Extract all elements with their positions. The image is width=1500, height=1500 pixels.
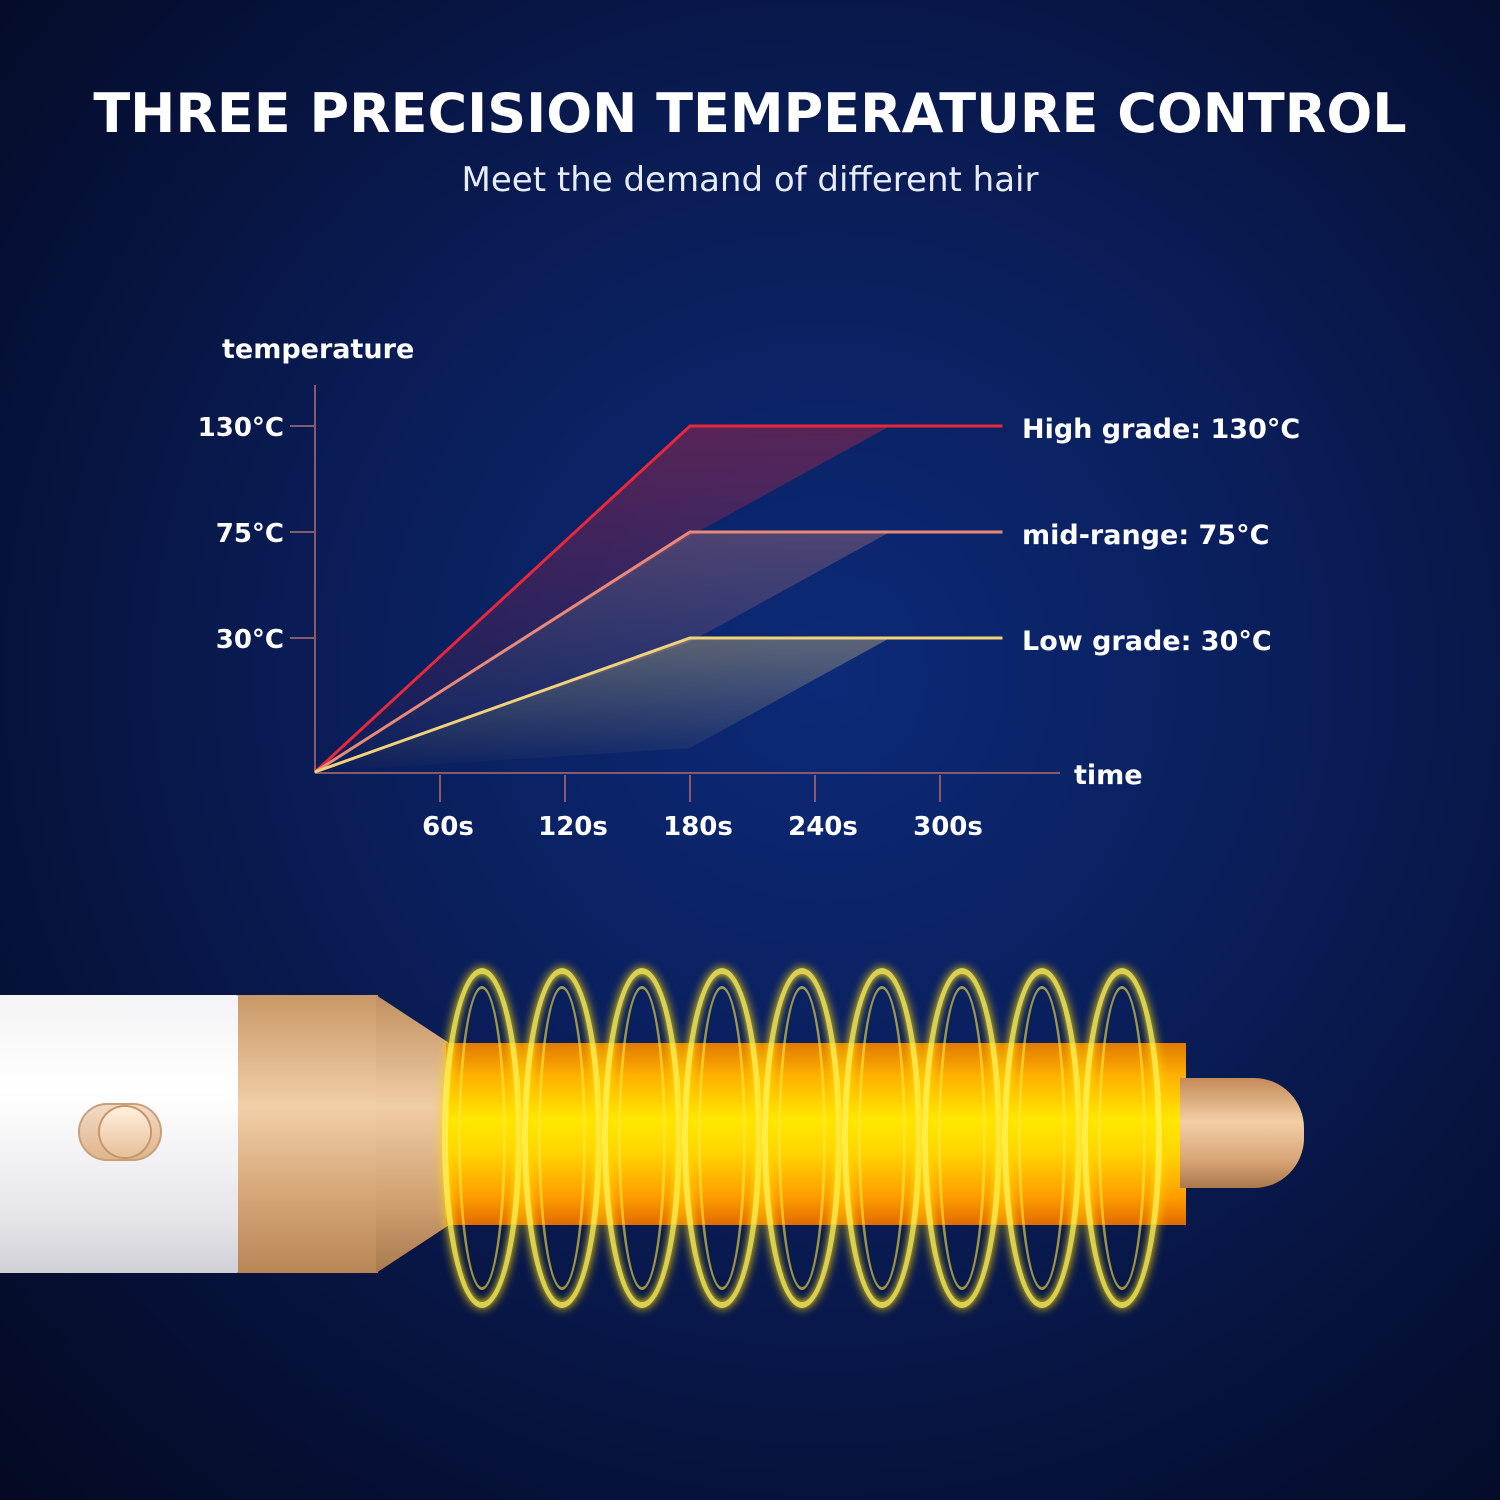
heat-wave-ring xyxy=(842,968,922,1308)
heat-wave-ring xyxy=(442,968,522,1308)
y-tick-label: 30°C xyxy=(216,625,284,655)
page-subtitle: Meet the demand of different hair xyxy=(461,160,1039,200)
heat-wave-ring xyxy=(1002,968,1082,1308)
series-label: Low grade: 30°C xyxy=(1022,626,1272,657)
series-glow xyxy=(315,532,890,772)
x-tick-label: 60s xyxy=(422,812,474,842)
series-label: High grade: 130°C xyxy=(1022,414,1300,445)
heat-wave-ring xyxy=(762,968,842,1308)
temperature-chart: temperature time High grade: 130°C mid-ra… xyxy=(198,334,1300,842)
y-axis-label: temperature xyxy=(222,334,414,365)
series-line xyxy=(313,424,1003,774)
y-tick-label: 130°C xyxy=(198,413,284,443)
heat-wave-ring xyxy=(1082,968,1162,1308)
x-tick-label: 240s xyxy=(788,812,858,842)
heat-wave-ring xyxy=(922,968,1002,1308)
styler-collar xyxy=(238,995,378,1273)
heat-wave-ring xyxy=(602,968,682,1308)
x-axis-label: time xyxy=(1074,760,1143,791)
series-label: mid-range: 75°C xyxy=(1022,520,1269,551)
x-tick-label: 120s xyxy=(538,812,608,842)
series-line xyxy=(314,636,1003,774)
series-glow xyxy=(315,638,890,772)
page-title: THREE PRECISION TEMPERATURE CONTROL xyxy=(93,82,1407,145)
series-line xyxy=(314,530,1003,774)
power-switch-icon xyxy=(78,1103,162,1161)
heat-wave-ring xyxy=(682,968,762,1308)
y-tick-label: 75°C xyxy=(216,519,284,549)
heat-wave-ring xyxy=(522,968,602,1308)
x-tick-label: 300s xyxy=(913,812,983,842)
x-tick-label: 180s xyxy=(663,812,733,842)
styler-cone xyxy=(376,995,448,1273)
barrel-tip xyxy=(1180,1078,1304,1188)
